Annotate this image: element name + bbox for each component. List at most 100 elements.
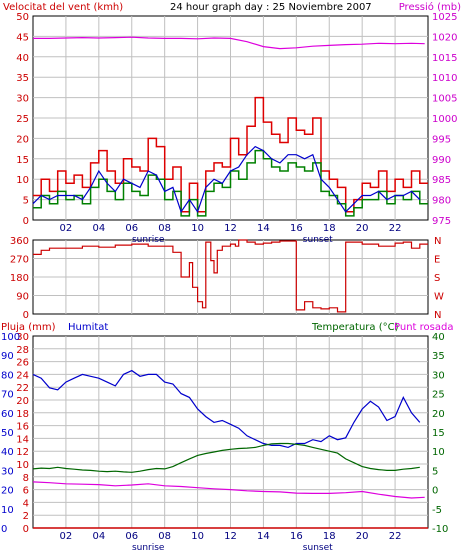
rain-tick-label: 4 [23,498,29,509]
humidity-tick-label: 100 [1,332,20,343]
humidity-tick-label: 40 [1,447,14,458]
pressure-tick-label: 1015 [432,53,457,64]
direction-tick-label: 90 [16,292,29,303]
pressure-axis-title: Pressió (mb) [399,1,461,13]
wind-tick-label: 45 [16,32,29,43]
rain-tick-label: 16 [16,422,29,433]
humidity-tick-label: 30 [1,466,14,477]
x-tick-label: 10 [191,531,204,542]
sunrise-label: sunrise [132,543,165,553]
x-tick-label: 12 [224,223,237,234]
wind-tick-label: 40 [16,53,29,64]
wind-tick-label: 35 [16,73,29,84]
humidity-tick-label: 50 [1,428,14,439]
x-tick-label: 14 [257,223,270,234]
rain-tick-label: 6 [23,486,29,497]
wind-axis-title: Velocitat del vent (kmh) [3,2,123,13]
wind-tick-label: 10 [16,175,29,186]
direction-tick-label: 360 [10,236,29,247]
sunset-label: sunset [303,543,333,553]
rain-tick-label: 20 [16,396,29,407]
humidity-tick-label: 80 [1,370,14,381]
temperature-tick-label: 5 [432,466,438,477]
rain-tick-label: 24 [16,370,29,381]
wind-tick-label: 5 [23,196,29,207]
temperature-axis-title: Temperatura (°C) [311,322,399,333]
sunset-label: sunset [303,235,333,245]
pressure-tick-label: 995 [432,134,451,145]
humidity-tick-label: 20 [1,486,14,497]
x-tick-label: 14 [257,531,270,542]
rain-tick-label: 10 [16,460,29,471]
pressure-tick-label: 1010 [432,73,457,84]
x-tick-label: 04 [92,223,105,234]
wind-average-series-line [32,145,421,214]
x-tick-label: 02 [60,531,73,542]
x-tick-label: 22 [389,531,402,542]
direction-tick-label: 270 [10,255,29,266]
x-tick-label: 12 [224,531,237,542]
humidity-tick-label: 10 [1,505,14,516]
x-tick-label: 10 [191,223,204,234]
x-tick-label: 16 [290,223,303,234]
wind-tick-label: 20 [16,134,29,145]
pressure-tick-label: 1020 [432,32,457,43]
humidity-axis-title: Humitat [68,322,108,333]
x-tick-label: 22 [389,223,402,234]
rain-tick-label: 28 [16,345,29,356]
x-tick-label: 06 [125,531,138,542]
humidity-series-line [32,369,421,449]
wind-direction-series-line [33,239,428,313]
temperature-tick-label: 15 [432,428,445,439]
x-tick-label: 02 [60,223,73,234]
humidity-tick-label: 70 [1,390,14,401]
rain-tick-label: 12 [16,447,29,458]
temperature-tick-label: 25 [432,390,445,401]
wind-tick-label: 25 [16,114,29,125]
pressure-tick-label: 985 [432,175,451,186]
x-tick-label: 20 [356,223,369,234]
direction-tick-label: 0 [23,310,29,321]
rain-tick-label: 18 [16,409,29,420]
compass-tick-label: N [434,236,441,247]
pressure-tick-label: 1005 [432,94,457,105]
direction-tick-label: 180 [10,273,29,284]
gust-series-line [33,96,428,213]
dewpoint-axis-title: Punt rosada [394,322,453,333]
rain-tick-label: 2 [23,511,29,522]
pressure-tick-label: 1000 [432,114,457,125]
x-tick-label: 08 [158,223,171,234]
rain-tick-label: 0 [23,524,29,535]
pressure-series-line [33,36,425,50]
sunrise-label: sunrise [132,235,165,245]
compass-tick-label: S [434,273,440,284]
wind-speed-series-line [33,149,428,217]
dewpoint-series-line [32,481,425,499]
temperature-series-line [32,442,420,473]
temperature-tick-label: 0 [432,486,438,497]
x-tick-label: 20 [356,531,369,542]
x-tick-label: 18 [323,223,336,234]
humidity-tick-label: 60 [1,409,14,420]
x-tick-label: 16 [290,531,303,542]
temperature-tick-label: 20 [432,409,445,420]
humidity-tick-label: 90 [1,351,14,362]
temperature-tick-label: 30 [432,370,445,381]
rain-tick-label: 26 [16,358,29,369]
pressure-tick-label: 1025 [432,12,457,23]
rain-tick-label: 8 [23,473,29,484]
temperature-tick-label: 10 [432,447,445,458]
wind-tick-label: 30 [16,94,29,105]
pressure-tick-label: 990 [432,155,451,166]
compass-tick-label: E [434,255,440,266]
wind-tick-label: 0 [23,216,29,227]
rain-tick-label: 22 [16,383,29,394]
x-tick-label: 06 [125,223,138,234]
compass-tick-label: W [434,292,444,303]
x-tick-label: 08 [158,531,171,542]
series-layer [32,36,428,529]
temperature-tick-label: 35 [432,351,445,362]
